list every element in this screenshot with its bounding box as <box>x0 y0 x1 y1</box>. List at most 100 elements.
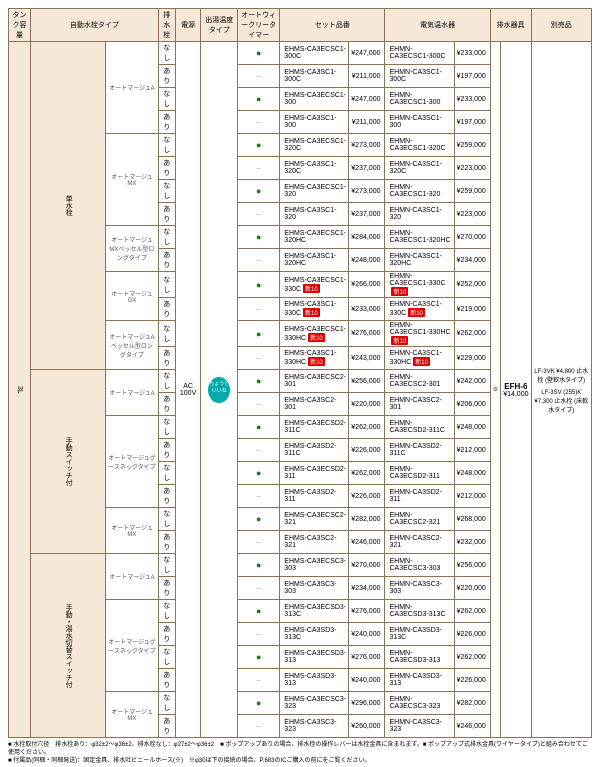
type: オートマージュAベッセル型ロングタイプ <box>106 321 159 370</box>
set-20: EHMS-CA3ECSC2-321 <box>280 508 349 531</box>
drain-14: なし <box>158 370 175 393</box>
ep-19: ¥212,000 <box>454 485 490 508</box>
sp-3: ¥211,000 <box>349 111 385 134</box>
drain-9: あり <box>158 249 175 272</box>
type: オートマージュMX <box>106 508 159 554</box>
set-27: EHMS-CA3SD3-313 <box>280 669 349 692</box>
timer-11: – <box>238 298 280 321</box>
drain-6: なし <box>158 180 175 203</box>
set-26: EHMS-CA3ECSD3-313 <box>280 646 349 669</box>
sp-28: ¥296,000 <box>349 692 385 715</box>
sp-23: ¥234,000 <box>349 577 385 600</box>
ep-26: ¥262,000 <box>454 646 490 669</box>
e-19: EHMN-CA3SD2-311 <box>385 485 454 508</box>
ep-8: ¥270,000 <box>454 226 490 249</box>
ep-10: ¥252,000 <box>454 272 490 298</box>
e-3: EHMN-CA3SC1-300 <box>385 111 454 134</box>
drain-10: なし <box>158 272 175 298</box>
ep-2: ¥233,000 <box>454 88 490 111</box>
timer-24: ● <box>238 600 280 623</box>
drain-23: あり <box>158 577 175 600</box>
set-4: EHMS-CA3ECSC1-320C <box>280 134 349 157</box>
drain-15: あり <box>158 393 175 416</box>
sp-24: ¥276,000 <box>349 600 385 623</box>
e-26: EHMN-CA3ECSD3-313 <box>385 646 454 669</box>
sp-11: ¥233,000 <box>349 298 385 321</box>
sp-6: ¥273,000 <box>349 180 385 203</box>
e-12: EHMN-CA3ECSC1-330HC新10 <box>385 321 454 347</box>
ep-27: ¥226,000 <box>454 669 490 692</box>
set-16: EHMS-CA3ECSD2-311C <box>280 416 349 439</box>
e-17: EHMN-CA3SD2-311C <box>385 439 454 462</box>
set-29: EHMS-CA3SC3-323 <box>280 715 349 738</box>
h-draintool: 排水器具 <box>490 9 531 42</box>
group: 手動スイッチ付 <box>31 370 106 554</box>
sp-21: ¥246,000 <box>349 531 385 554</box>
timer-15: – <box>238 393 280 416</box>
timer-19: – <box>238 485 280 508</box>
e-4: EHMN-CA3ECSC1-320C <box>385 134 454 157</box>
e-8: EHMN-CA3ECSC1-320HC <box>385 226 454 249</box>
e-2: EHMN-CA3ECSC1-300 <box>385 88 454 111</box>
sp-26: ¥276,000 <box>349 646 385 669</box>
set-5: EHMS-CA3SC1-320C <box>280 157 349 180</box>
drain-13: あり <box>158 347 175 370</box>
timer-23: – <box>238 577 280 600</box>
type: オートマージュMXベッセル型ロングタイプ <box>106 226 159 272</box>
set-21: EHMS-CA3SC2-321 <box>280 531 349 554</box>
drain-24: なし <box>158 600 175 623</box>
ep-22: ¥256,000 <box>454 554 490 577</box>
drain-18: なし <box>158 462 175 485</box>
set-18: EHMS-CA3ECSD2-311 <box>280 462 349 485</box>
sp-20: ¥282,000 <box>349 508 385 531</box>
sp-22: ¥270,000 <box>349 554 385 577</box>
set-24: EHMS-CA3ECSD3-313C <box>280 600 349 623</box>
group: 手動・湯水切替スイッチ付 <box>31 554 106 738</box>
type: オートマージュA <box>106 370 159 416</box>
timer-14: ● <box>238 370 280 393</box>
set-17: EHMS-CA3SD2-311C <box>280 439 349 462</box>
h-heater: 電気温水器 <box>385 9 490 42</box>
ep-18: ¥248,000 <box>454 462 490 485</box>
drain-0: なし <box>158 42 175 65</box>
set-7: EHMS-CA3SC1-320 <box>280 203 349 226</box>
timer-27: – <box>238 669 280 692</box>
ep-25: ¥226,000 <box>454 623 490 646</box>
h-temp: 出湯温度タイプ <box>201 9 238 42</box>
ep-20: ¥268,000 <box>454 508 490 531</box>
sp-8: ¥284,000 <box>349 226 385 249</box>
set-13: EHMS-CA3SC1-330HC新10 <box>280 347 349 370</box>
h-set: セット品番 <box>280 9 385 42</box>
set-19: EHMS-CA3SD2-311 <box>280 485 349 508</box>
drain-25: あり <box>158 623 175 646</box>
drain-16: なし <box>158 416 175 439</box>
timer-12: ● <box>238 321 280 347</box>
timer-3: – <box>238 111 280 134</box>
drain-21: あり <box>158 531 175 554</box>
timer-17: – <box>238 439 280 462</box>
set-22: EHMS-CA3ECSC3-303 <box>280 554 349 577</box>
timer-18: ● <box>238 462 280 485</box>
drain-1: あり <box>158 65 175 88</box>
e-1: EHMN-CA3SC1-300C <box>385 65 454 88</box>
timer-1: – <box>238 65 280 88</box>
drain-22: なし <box>158 554 175 577</box>
drain-26: なし <box>158 646 175 669</box>
sp-12: ¥276,000 <box>349 321 385 347</box>
set-2: EHMS-CA3ECSC1-300 <box>280 88 349 111</box>
e-0: EHMN-CA3ECSC1-300C <box>385 42 454 65</box>
ep-15: ¥206,000 <box>454 393 490 416</box>
product-table: タンク容量 自動水栓タイプ 排水栓 電源 出湯温度タイプ オートウィークリータイ… <box>8 8 592 738</box>
e-18: EHMN-CA3ECSD2-311 <box>385 462 454 485</box>
efh-img: ⚙ <box>490 42 500 738</box>
ep-13: ¥229,000 <box>454 347 490 370</box>
type: オートマージュグースネックタイプ <box>106 416 159 508</box>
type: オートマージュMX <box>106 134 159 226</box>
drain-28: なし <box>158 692 175 715</box>
sp-1: ¥211,000 <box>349 65 385 88</box>
ep-6: ¥259,000 <box>454 180 490 203</box>
drain-3: あり <box>158 111 175 134</box>
ep-12: ¥262,000 <box>454 321 490 347</box>
set-0: EHMS-CA3ECSC1-300C <box>280 42 349 65</box>
set-11: EHMS-CA3SC1-330C新10 <box>280 298 349 321</box>
